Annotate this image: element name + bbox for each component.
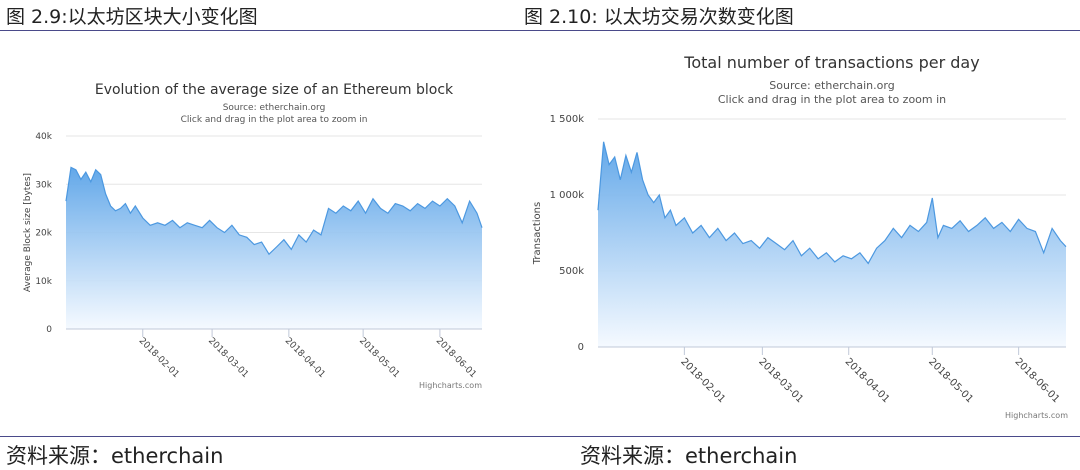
chart-zoom-hint: Click and drag in the plot area to zoom … (181, 115, 368, 125)
y-tick-label: 0 (578, 342, 584, 353)
x-tick-label: 2018-05-01 (357, 336, 401, 380)
series-line (65, 166, 483, 256)
source-note-left: 资料来源：etherchain (6, 444, 224, 468)
block-size-chart[interactable]: Evolution of the average size of an Ethe… (0, 32, 520, 400)
chart-subtitle: Source: etherchain.org (769, 79, 894, 92)
x-tick-label: 2018-04-01 (843, 356, 892, 405)
y-tick-label: 30k (35, 180, 52, 190)
x-tick-label: 2018-02-01 (137, 336, 181, 380)
y-tick-label: 1 500k (550, 114, 585, 125)
y-axis-title: Transactions (532, 202, 543, 265)
x-tick-label: 2018-06-01 (434, 336, 478, 380)
y-tick-label: 40k (35, 132, 52, 142)
chart-subtitle: Source: etherchain.org (223, 103, 326, 113)
transactions-chart[interactable]: Total number of transactions per day Sour… (520, 32, 1080, 432)
x-tick-label: 2018-03-01 (756, 356, 805, 405)
x-tick-label: 2018-03-01 (206, 336, 250, 380)
x-tick-label: 2018-06-01 (1013, 356, 1062, 405)
y-axis-title: Average Block size [bytes] (23, 173, 33, 292)
y-tick-label: 500k (559, 266, 584, 277)
figure-title-left: 图 2.9:以太坊区块大小变化图 (6, 6, 258, 28)
bottom-rule (0, 436, 1080, 437)
x-tick-label: 2018-02-01 (678, 356, 727, 405)
series-area-fill (66, 167, 482, 329)
x-tick-label: 2018-04-01 (283, 336, 327, 380)
x-tick-label: 2018-05-01 (926, 356, 975, 405)
chart-zoom-hint: Click and drag in the plot area to zoom … (718, 93, 946, 106)
highcharts-credit[interactable]: Highcharts.com (419, 381, 482, 390)
chart-title: Evolution of the average size of an Ethe… (95, 82, 454, 98)
y-tick-label: 0 (46, 325, 52, 335)
y-tick-label: 1 000k (550, 190, 585, 201)
chart-title: Total number of transactions per day (683, 53, 979, 72)
top-rule (0, 30, 1080, 31)
y-tick-label: 20k (35, 229, 52, 239)
series-area-fill (598, 141, 1066, 347)
y-tick-label: 10k (35, 277, 52, 287)
source-note-right: 资料来源：etherchain (580, 444, 798, 468)
figure-title-right: 图 2.10: 以太坊交易次数变化图 (524, 6, 794, 28)
highcharts-credit[interactable]: Highcharts.com (1005, 411, 1068, 420)
series-line (597, 141, 1067, 265)
